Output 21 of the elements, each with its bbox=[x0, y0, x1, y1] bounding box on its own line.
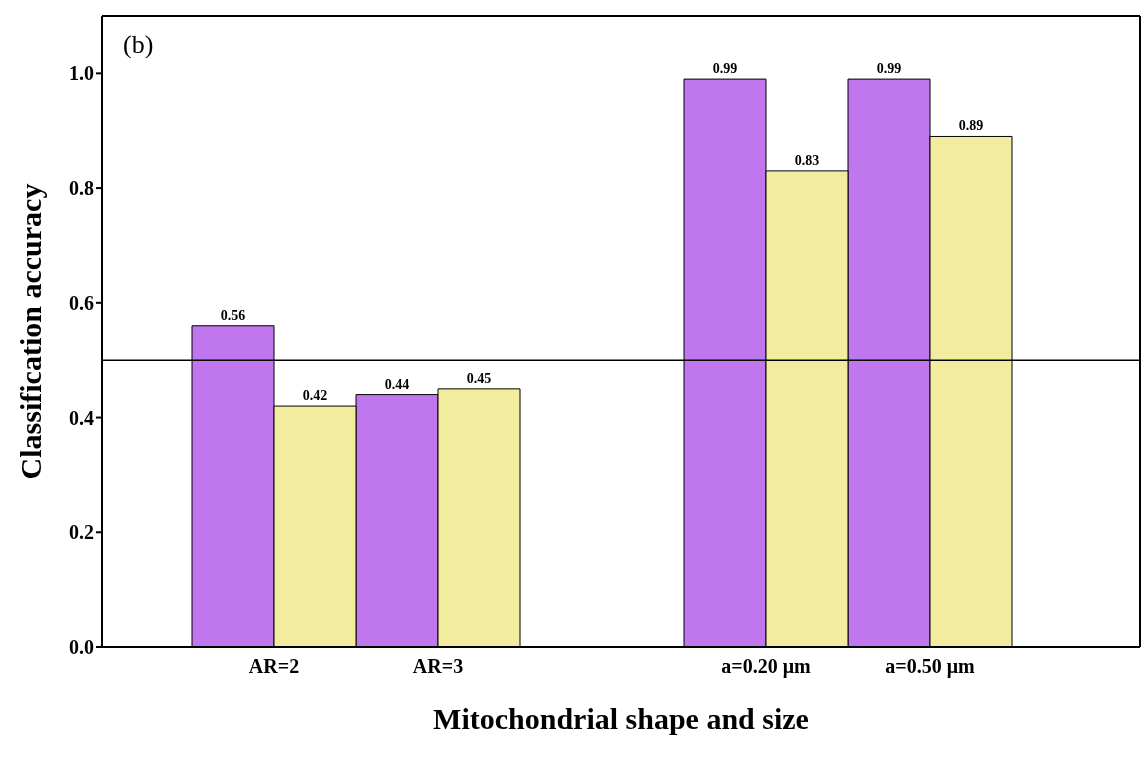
y-tick-label: 1.0 bbox=[69, 62, 94, 85]
y-tick-label: 0.4 bbox=[69, 406, 94, 429]
y-tick-label: 0.0 bbox=[69, 636, 94, 659]
y-tick-label: 0.2 bbox=[69, 521, 94, 544]
data-label: 0.83 bbox=[794, 152, 820, 168]
data-label: 0.99 bbox=[876, 61, 902, 77]
data-label: 0.45 bbox=[466, 370, 492, 386]
x-tick-label: a=0.50 μm bbox=[885, 655, 976, 678]
x-tick-label: AR=2 bbox=[248, 655, 300, 677]
data-label: 0.44 bbox=[384, 376, 410, 392]
y-axis-title: Classification accuracy bbox=[13, 183, 47, 480]
data-label: 0.89 bbox=[958, 118, 984, 134]
y-tick-label: 0.6 bbox=[69, 291, 94, 314]
data-label: 0.56 bbox=[220, 307, 246, 323]
data-label: 0.99 bbox=[712, 61, 738, 77]
x-axis-title: Mitochondrial shape and size bbox=[433, 702, 809, 735]
x-tick-label: AR=3 bbox=[412, 655, 464, 677]
data-label: 0.42 bbox=[302, 388, 328, 404]
y-tick-label: 0.8 bbox=[69, 177, 94, 200]
x-tick-label: a=0.20 μm bbox=[721, 655, 812, 678]
annotation: (b) bbox=[123, 30, 154, 60]
